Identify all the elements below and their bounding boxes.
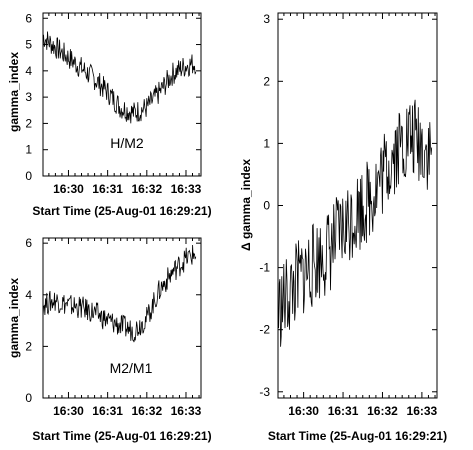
- y-tick-label: 1: [263, 136, 270, 150]
- data-series-line: [42, 244, 197, 343]
- y-tick-label: 2: [263, 74, 270, 88]
- y-tick-label: -3: [259, 385, 270, 399]
- x-tick-label: 16:33: [171, 182, 202, 196]
- x-tick-label: 16:32: [131, 404, 162, 418]
- y-axis-label: Δ gamma_index: [239, 159, 253, 251]
- x-tick-label: 16:30: [288, 404, 319, 418]
- chart-panel-h-m2: 0 1 2 3 4 5 6 16:30 16:31 16:32 16:33 Start Time (2…: [7, 11, 212, 218]
- y-tick-label: 1: [25, 143, 32, 157]
- chart-panel-m2-m1: 0 2 4 6 16:30 16:31 16:32 16:33 Start Time (25-A…: [7, 236, 212, 443]
- y-tick-label: 6: [25, 11, 32, 25]
- y-tick-label: -1: [259, 261, 270, 275]
- y-tick-label: 2: [25, 339, 32, 353]
- y-tick-label: -2: [259, 323, 270, 337]
- y-tick-label: 4: [25, 64, 32, 78]
- plot-frame: [42, 12, 202, 177]
- panel-annotation: M2/M1: [110, 360, 153, 376]
- data-series-line: [42, 31, 197, 124]
- plot-frame: [42, 237, 202, 399]
- data-series-line: [277, 99, 433, 347]
- y-tick-label: 0: [25, 169, 32, 183]
- y-axis-label: gamma_index: [7, 278, 21, 358]
- x-axis-label: Start Time (25-Aug-01 16:29:21): [32, 429, 211, 443]
- chart-panel-delta: -3 -2 -1 0 1 2 3 16:30 16:31 16:32 16:33 Start Time…: [239, 12, 447, 443]
- x-tick-label: 16:31: [92, 182, 123, 196]
- x-tick-label: 16:30: [53, 182, 84, 196]
- y-tick-label: 4: [25, 288, 32, 302]
- y-axis-label: gamma_index: [7, 52, 21, 132]
- y-tick-label: 6: [25, 236, 32, 250]
- y-tick-label: 5: [25, 38, 32, 52]
- y-tick-label: 0: [25, 391, 32, 405]
- x-axis-label: Start Time (25-Aug-01 16:29:21): [268, 429, 447, 443]
- x-tick-label: 16:30: [53, 404, 84, 418]
- y-tick-label: 0: [263, 199, 270, 213]
- y-tick-label: 2: [25, 116, 32, 130]
- y-tick-label: 3: [25, 90, 32, 104]
- x-tick-label: 16:33: [407, 404, 438, 418]
- x-tick-label: 16:32: [367, 404, 398, 418]
- panel-annotation: H/M2: [110, 135, 144, 151]
- x-axis-label: Start Time (25-Aug-01 16:29:21): [32, 204, 211, 218]
- x-tick-label: 16:33: [171, 404, 202, 418]
- x-tick-label: 16:31: [92, 404, 123, 418]
- x-tick-label: 16:31: [328, 404, 359, 418]
- x-tick-label: 16:32: [131, 182, 162, 196]
- y-tick-label: 3: [263, 12, 270, 26]
